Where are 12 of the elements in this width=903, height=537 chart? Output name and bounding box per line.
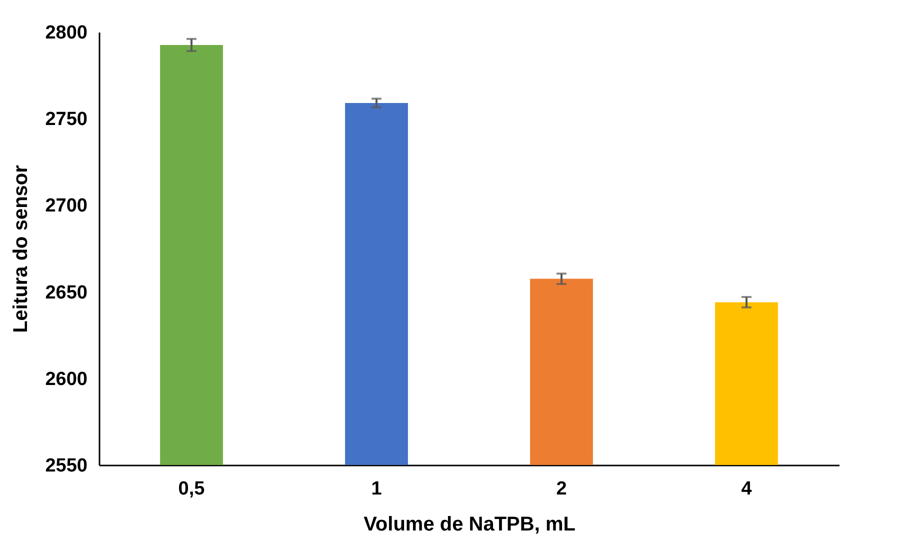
- x-tick-label: 2: [556, 478, 567, 500]
- y-tick-label: 2700: [45, 196, 88, 217]
- x-tick-label: 0,5: [178, 478, 206, 500]
- x-axis-title: Volume de NaTPB, mL: [364, 514, 576, 536]
- x-tick-label: 1: [371, 478, 382, 500]
- x-tick-label: 4: [741, 478, 752, 500]
- y-tick-label: 2650: [45, 282, 88, 304]
- y-tick-label: 2600: [45, 368, 88, 390]
- y-tick-label: 2800: [45, 22, 88, 44]
- y-tick-label: 2550: [45, 456, 88, 476]
- y-axis-title: Leitura do sensor: [10, 164, 32, 333]
- y-tick-label: 2750: [45, 109, 88, 130]
